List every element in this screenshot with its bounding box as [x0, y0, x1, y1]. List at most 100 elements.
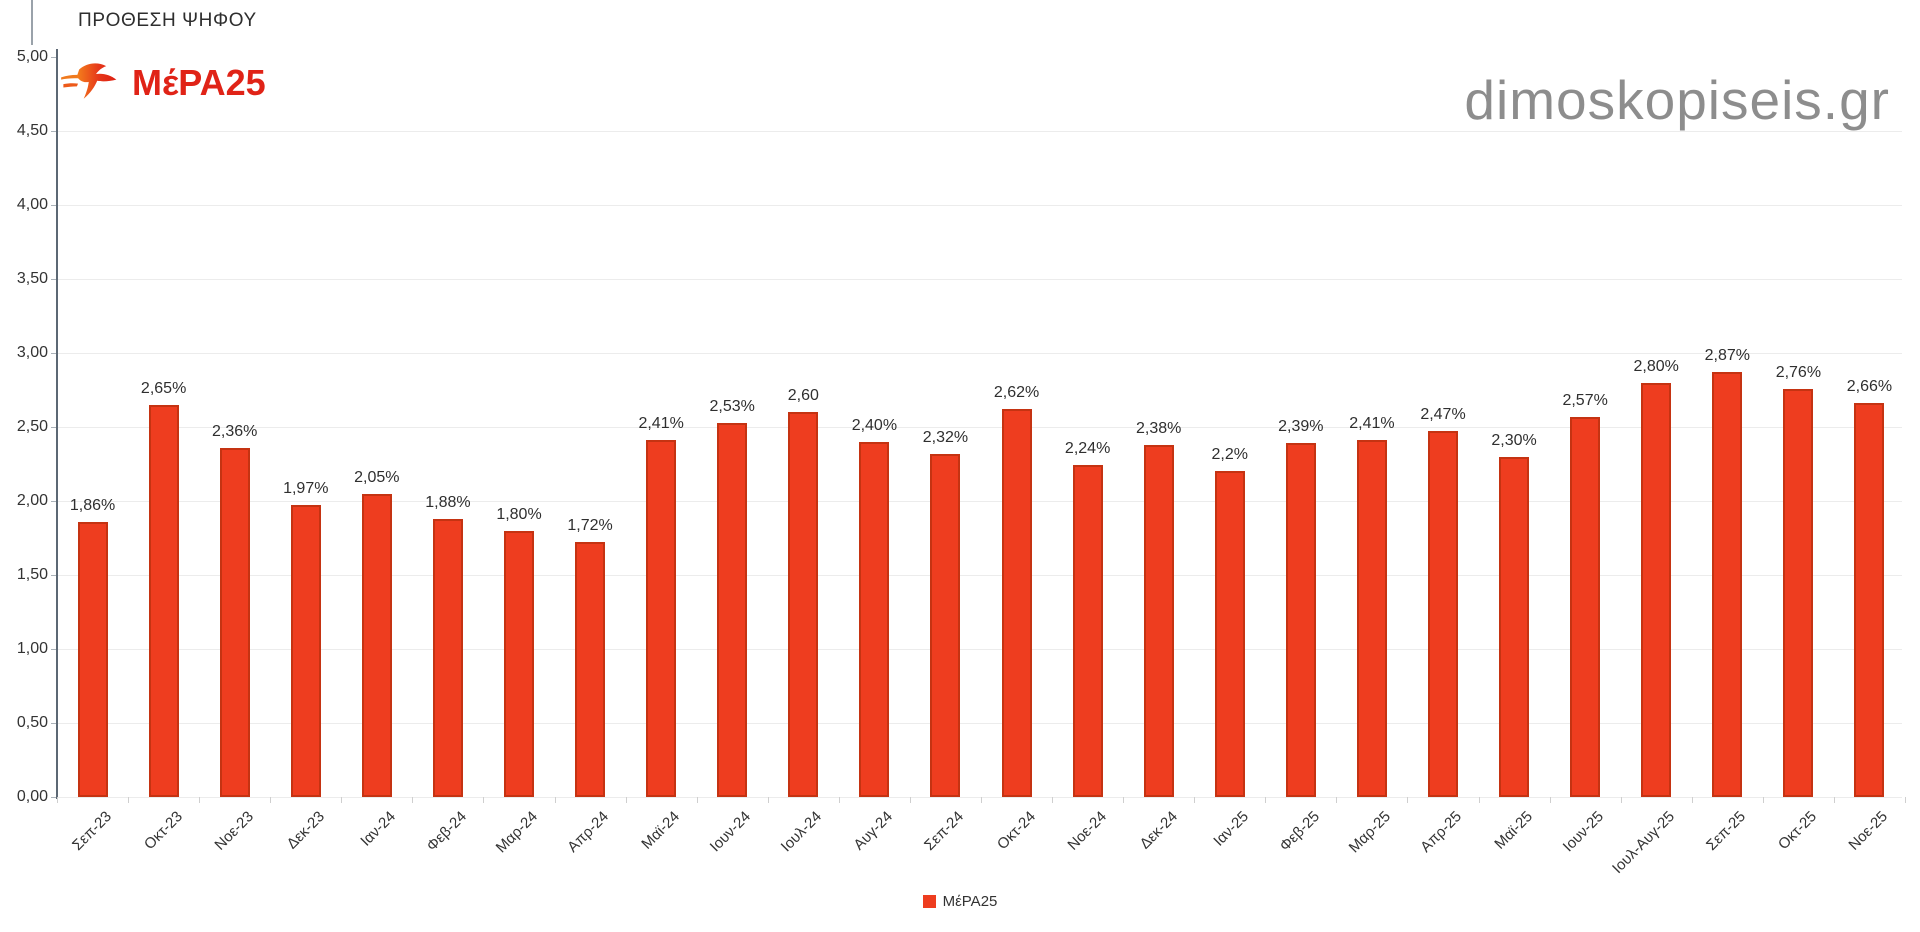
bar-value-label: 2,36% [212, 422, 258, 440]
bar-value-label: 2,60 [787, 387, 819, 405]
bar [219, 447, 250, 797]
y-axis-tick [51, 575, 56, 576]
legend-swatch [922, 895, 936, 908]
bar [148, 404, 179, 797]
x-axis-label: Οκτ-25 [1775, 808, 1821, 854]
x-axis-label: Σεπ-24 [921, 808, 968, 854]
x-axis-label: Μαϊ-24 [638, 808, 684, 853]
mera25-logo-text: ΜέΡΑ25 [132, 62, 266, 103]
x-axis-tick [554, 797, 556, 803]
bar [859, 441, 890, 797]
x-axis-tick [1549, 797, 1551, 803]
x-axis-label: Αυγ-24 [850, 808, 897, 854]
gridline [58, 501, 1902, 502]
y-axis-tick [51, 57, 56, 58]
x-axis-tick [1691, 797, 1693, 803]
y-axis-label: 2,00 [16, 492, 48, 509]
y-axis-label: 4,50 [16, 122, 48, 139]
y-axis-tick [51, 649, 56, 650]
x-axis-label: Μαρ-25 [1345, 808, 1394, 857]
x-axis-tick [1833, 797, 1835, 803]
x-axis-tick [1620, 797, 1622, 803]
x-axis-label: Σεπ-23 [68, 808, 115, 854]
bar-value-label: 2,39% [1278, 418, 1324, 436]
watermark-dimoskopiseis: dimoskopiseis.gr [1464, 69, 1890, 131]
gridline [58, 427, 1902, 428]
x-axis-tick [1194, 797, 1196, 803]
bar-value-label: 2,30% [1491, 431, 1537, 449]
bar-value-label: 2,41% [638, 415, 684, 433]
x-axis-tick [696, 797, 698, 803]
mera25-bird-icon [61, 63, 117, 99]
bar-value-label: 2,41% [1349, 415, 1395, 433]
gridline [58, 353, 1902, 354]
y-axis-label: 1,50 [16, 566, 48, 583]
x-axis-label: Απρ-24 [564, 808, 613, 856]
bar [504, 530, 534, 797]
gridline [58, 205, 1902, 206]
x-axis-tick [1905, 797, 1906, 803]
x-axis-tick [57, 797, 58, 803]
bar-value-label: 2,87% [1704, 347, 1750, 365]
x-axis-label: Απρ-25 [1417, 808, 1466, 856]
chart-title: ΠΡΟΘΕΣΗ ΨΗΦΟΥ [78, 10, 257, 31]
x-axis-label: Φεβ-25 [1276, 808, 1323, 855]
x-axis-tick [1265, 797, 1267, 803]
x-axis-tick [1336, 797, 1338, 803]
bar-value-label: 2,32% [922, 428, 969, 446]
x-axis-tick [270, 797, 272, 803]
x-axis-tick [1478, 797, 1480, 803]
x-axis-tick [1052, 797, 1054, 803]
bar [788, 412, 819, 797]
x-axis-tick [1123, 797, 1125, 803]
y-axis-label: 0,00 [16, 788, 48, 805]
bar [1214, 471, 1245, 797]
x-axis-label: Ιαν-25 [1210, 808, 1252, 850]
x-axis-label: Μαρ-24 [492, 808, 542, 857]
x-axis-label: Δεκ-24 [1136, 808, 1181, 853]
bar-value-label: 2,80% [1633, 357, 1679, 375]
bar [930, 453, 961, 797]
x-axis-tick [625, 797, 627, 803]
gridline [58, 131, 1902, 132]
bar [77, 521, 108, 797]
x-axis-label: Νοε-23 [211, 808, 257, 854]
bar-value-label: 2,24% [1064, 440, 1111, 458]
gridline [58, 797, 1902, 798]
y-axis-tick [51, 501, 56, 502]
bar [1641, 382, 1672, 797]
y-axis-label: 3,00 [16, 344, 48, 361]
y-axis-label: 4,00 [16, 196, 48, 213]
x-axis-tick [483, 797, 485, 803]
page-edge-line [31, 0, 33, 45]
x-axis-tick [981, 797, 982, 803]
y-axis-label: 3,50 [16, 270, 48, 287]
y-axis-label: 5,00 [16, 48, 48, 65]
bar [1570, 416, 1601, 797]
x-axis-tick [838, 797, 840, 803]
y-axis-label: 2,50 [16, 418, 48, 435]
x-axis-label: Ιουν-24 [706, 808, 755, 856]
bar [575, 542, 606, 797]
x-axis-label: Σεπ-25 [1703, 808, 1750, 854]
x-axis-label: Μαϊ-25 [1491, 808, 1537, 853]
bar-value-label: 2,2% [1211, 446, 1248, 464]
bar-value-label: 2,66% [1846, 378, 1893, 396]
bar-value-label: 1,97% [283, 480, 329, 498]
y-axis-tick [51, 427, 56, 428]
bar-value-label: 2,38% [1136, 419, 1182, 437]
bar [717, 422, 748, 797]
bar [361, 493, 392, 797]
bar [1428, 431, 1458, 797]
y-axis-tick [51, 353, 56, 354]
x-axis-tick [128, 797, 130, 803]
bar-value-label: 2,62% [993, 384, 1040, 402]
bar [1712, 372, 1743, 797]
y-axis-tick [51, 205, 56, 206]
chart-legend: ΜέΡΑ25 [0, 893, 1920, 910]
bar-value-label: 2,76% [1775, 363, 1822, 381]
x-axis-label: Νοε-25 [1845, 808, 1892, 854]
x-axis-tick [767, 797, 769, 803]
x-axis-label: Ιαν-24 [357, 808, 399, 850]
